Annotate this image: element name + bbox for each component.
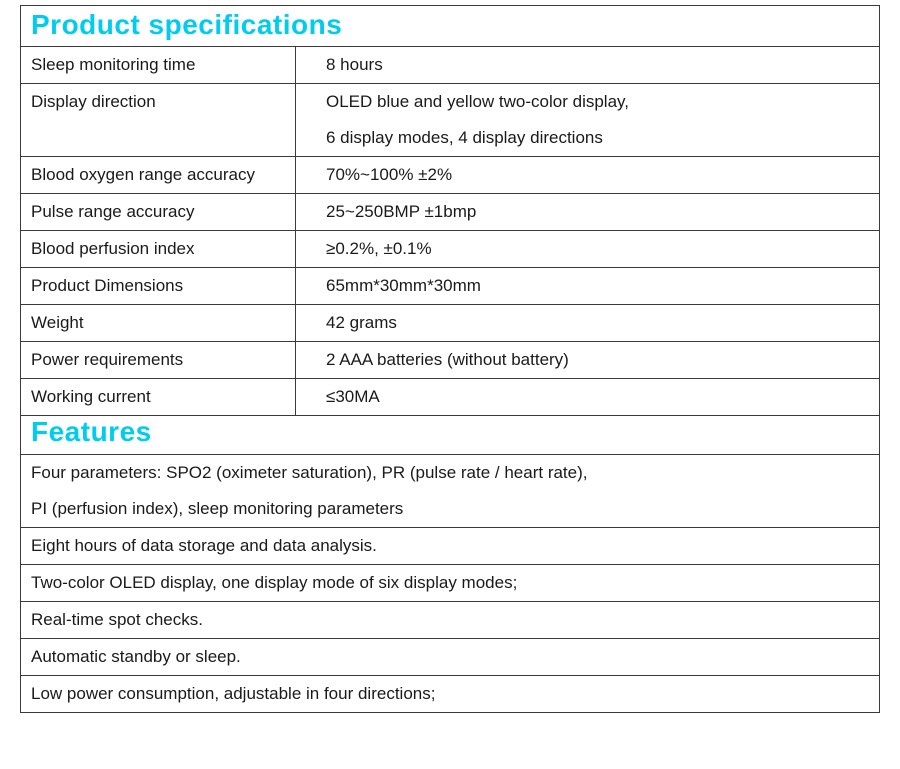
feature-line: Low power consumption, adjustable in fou… xyxy=(31,684,436,703)
spec-section-title: Product specifications xyxy=(31,9,343,40)
spec-row: Blood oxygen range accuracy 70%~100% ±2% xyxy=(21,157,879,194)
spec-row: Weight 42 grams xyxy=(21,305,879,342)
spec-label: Blood oxygen range accuracy xyxy=(21,157,296,193)
spec-label: Product Dimensions xyxy=(21,268,296,304)
spec-value-line: OLED blue and yellow two-color display, xyxy=(326,92,629,111)
spec-title-row: Product specifications xyxy=(21,6,879,47)
feature-line: PI (perfusion index), sleep monitoring p… xyxy=(31,499,404,518)
spec-value-line: 70%~100% ±2% xyxy=(326,165,453,184)
feature-row: Four parameters: SPO2 (oximeter saturati… xyxy=(21,455,879,528)
feature-text: Low power consumption, adjustable in fou… xyxy=(21,676,879,712)
spec-row: Display direction OLED blue and yellow t… xyxy=(21,84,879,157)
spec-row: Blood perfusion index ≥0.2%, ±0.1% xyxy=(21,231,879,268)
feature-row: Real-time spot checks. xyxy=(21,602,879,639)
feature-text: Four parameters: SPO2 (oximeter saturati… xyxy=(21,455,879,527)
spec-value: 70%~100% ±2% xyxy=(296,157,879,193)
feature-text: Two-color OLED display, one display mode… xyxy=(21,565,879,601)
feature-row: Automatic standby or sleep. xyxy=(21,639,879,676)
spec-value-line: ≤30MA xyxy=(326,387,380,406)
spec-value-line: 8 hours xyxy=(326,55,383,74)
feature-line: Real-time spot checks. xyxy=(31,610,203,629)
spec-label: Blood perfusion index xyxy=(21,231,296,267)
feature-text: Automatic standby or sleep. xyxy=(21,639,879,675)
spec-value-line: 2 AAA batteries (without battery) xyxy=(326,350,569,369)
spec-label: Display direction xyxy=(21,84,296,156)
spec-value-line: 65mm*30mm*30mm xyxy=(326,276,481,295)
spec-value: OLED blue and yellow two-color display, … xyxy=(296,84,879,156)
spec-row: Product Dimensions 65mm*30mm*30mm xyxy=(21,268,879,305)
spec-row: Pulse range accuracy 25~250BMP ±1bmp xyxy=(21,194,879,231)
spec-value-line: ≥0.2%, ±0.1% xyxy=(326,239,432,258)
spec-value: ≥0.2%, ±0.1% xyxy=(296,231,879,267)
spec-value-line: 6 display modes, 4 display directions xyxy=(326,128,603,147)
feature-line: Two-color OLED display, one display mode… xyxy=(31,573,518,592)
spec-value: 42 grams xyxy=(296,305,879,341)
feature-row: Two-color OLED display, one display mode… xyxy=(21,565,879,602)
spec-row: Power requirements 2 AAA batteries (with… xyxy=(21,342,879,379)
feature-text: Real-time spot checks. xyxy=(21,602,879,638)
spec-label: Power requirements xyxy=(21,342,296,378)
spec-value: ≤30MA xyxy=(296,379,879,415)
spec-label: Pulse range accuracy xyxy=(21,194,296,230)
spec-value: 25~250BMP ±1bmp xyxy=(296,194,879,230)
spec-label: Working current xyxy=(21,379,296,415)
spec-row: Sleep monitoring time 8 hours xyxy=(21,47,879,84)
spec-value-line: 42 grams xyxy=(326,313,397,332)
spec-value-line: 25~250BMP ±1bmp xyxy=(326,202,477,221)
spec-table: Product specifications Sleep monitoring … xyxy=(20,5,880,713)
features-section-title: Features xyxy=(31,416,152,447)
feature-text: Eight hours of data storage and data ana… xyxy=(21,528,879,564)
feature-line: Automatic standby or sleep. xyxy=(31,647,241,666)
spec-value: 65mm*30mm*30mm xyxy=(296,268,879,304)
spec-value: 2 AAA batteries (without battery) xyxy=(296,342,879,378)
feature-line: Eight hours of data storage and data ana… xyxy=(31,536,377,555)
feature-line: Four parameters: SPO2 (oximeter saturati… xyxy=(31,463,588,482)
spec-value: 8 hours xyxy=(296,47,879,83)
feature-row: Eight hours of data storage and data ana… xyxy=(21,528,879,565)
spec-label: Weight xyxy=(21,305,296,341)
spec-row: Working current ≤30MA xyxy=(21,379,879,416)
features-title-row: Features xyxy=(21,416,879,455)
features-title-cell: Features xyxy=(21,416,879,454)
spec-label: Sleep monitoring time xyxy=(21,47,296,83)
feature-row: Low power consumption, adjustable in fou… xyxy=(21,676,879,712)
